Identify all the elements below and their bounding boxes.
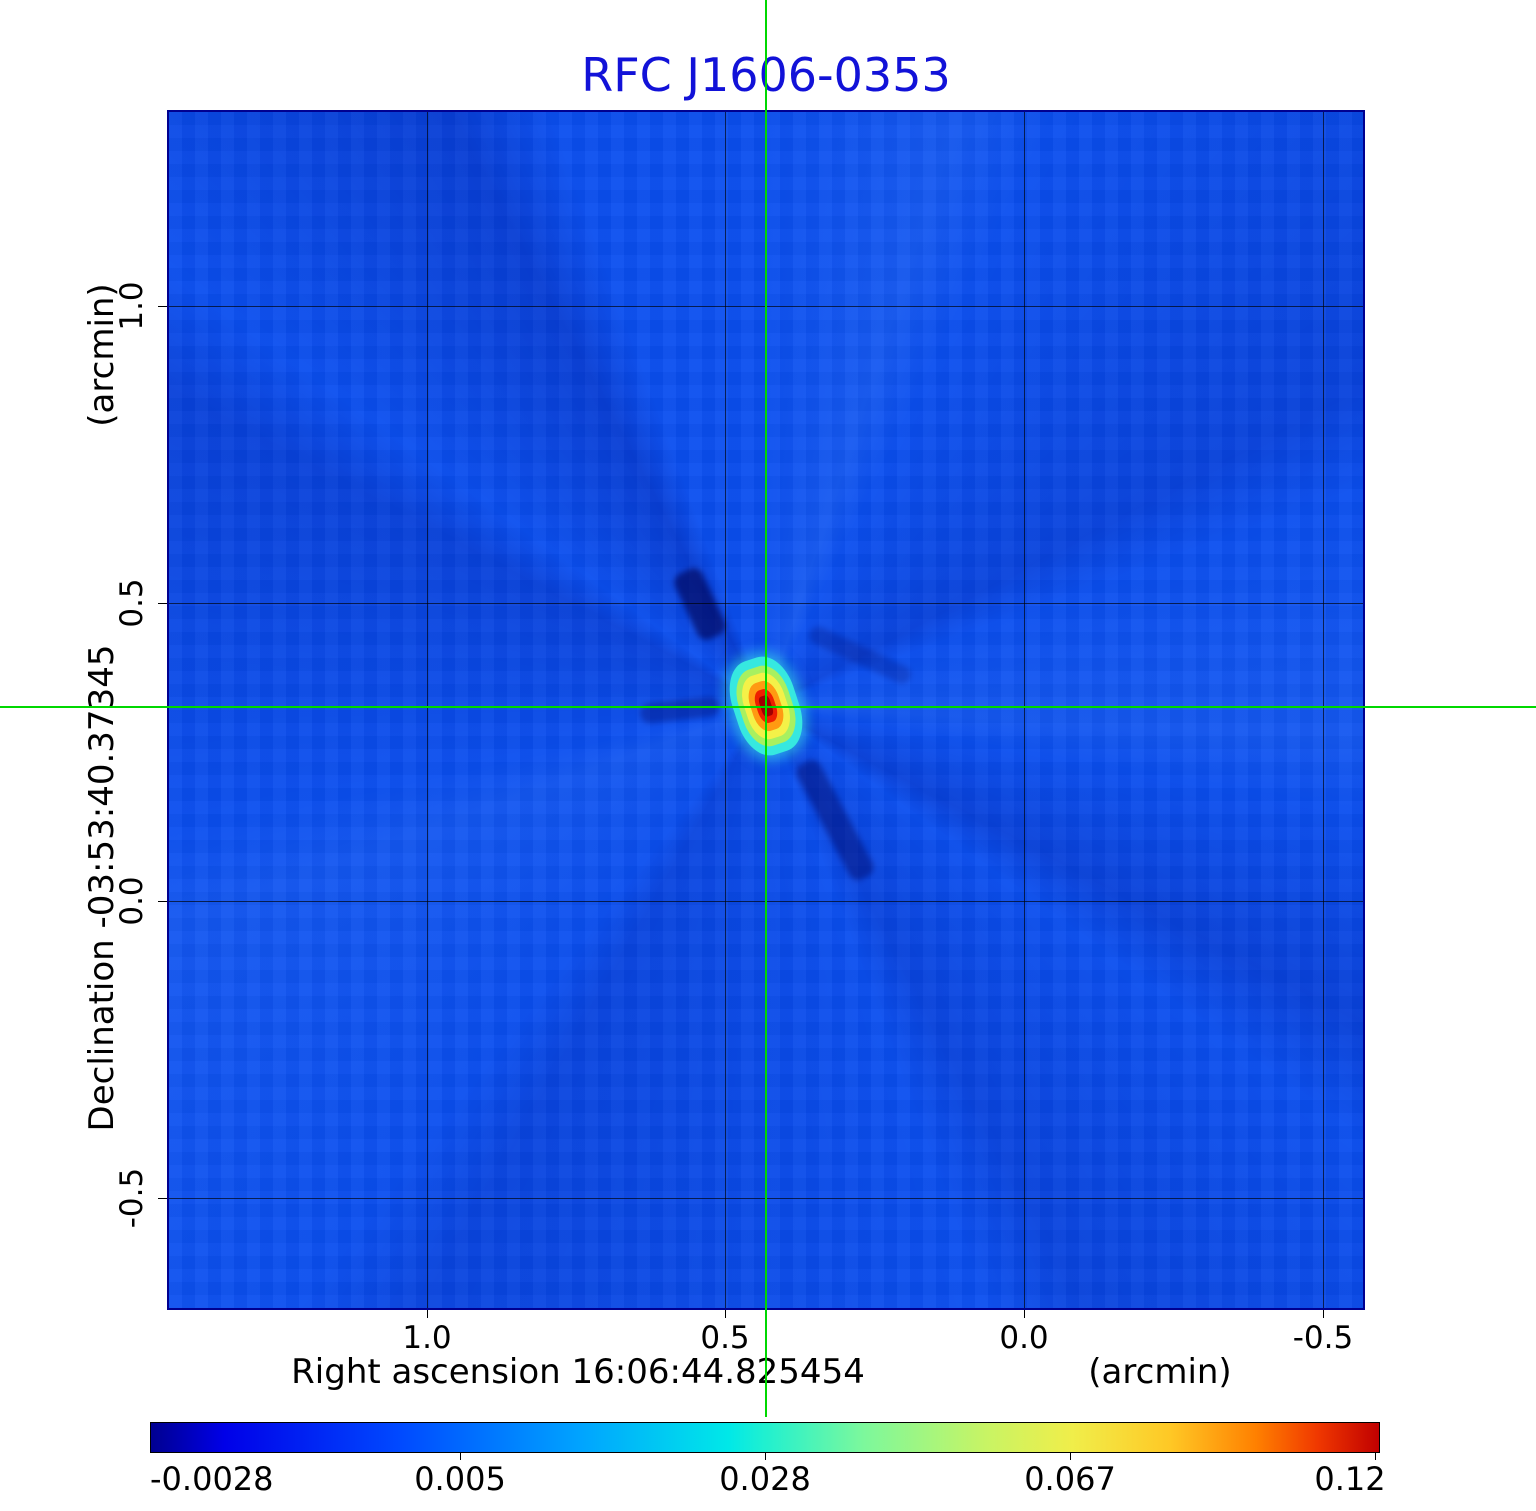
x-tick-label: 1.0 <box>402 1320 452 1356</box>
x-axis-label: Right ascension 16:06:44.825454 <box>291 1352 865 1392</box>
y-axis-unit-label: (arcmin) <box>82 283 122 427</box>
colorbar-tick <box>460 1453 461 1460</box>
x-axis-tick <box>427 1310 428 1318</box>
colorbar-tick-label: 0.028 <box>719 1460 811 1498</box>
crosshair-horizontal-line <box>0 706 1536 708</box>
x-tick-label: 0.0 <box>999 1320 1049 1356</box>
x-axis-tick <box>1024 1310 1025 1318</box>
x-axis-unit-label: (arcmin) <box>1088 1352 1232 1392</box>
gridline-x-1.0 <box>427 112 428 1308</box>
colorbar-tick-label: 0.067 <box>1024 1460 1116 1498</box>
x-tick-label: -0.5 <box>1292 1320 1354 1356</box>
colorbar-tick-label: 0.12 <box>1314 1460 1386 1498</box>
x-axis-tick <box>1323 1310 1324 1318</box>
y-axis-tick <box>158 1198 167 1199</box>
colorbar-tick-label: 0.005 <box>414 1460 506 1498</box>
gridline-x-0.0 <box>1024 112 1025 1308</box>
y-axis-tick <box>158 603 167 604</box>
x-axis-tick <box>725 1310 726 1318</box>
colorbar-tick <box>1070 1453 1071 1460</box>
gridline-x-0.5 <box>725 112 726 1308</box>
colorbar-tick <box>1375 1453 1376 1460</box>
y-axis-tick <box>158 306 167 307</box>
y-axis-label: Declination -03:53:40.37345 <box>82 644 122 1132</box>
colorbar-gradient <box>150 1422 1380 1453</box>
y-axis-tick <box>158 901 167 902</box>
x-tick-label: 0.5 <box>700 1320 750 1356</box>
gridline-x--0.5 <box>1323 112 1324 1308</box>
crosshair-vertical-line <box>765 0 767 1417</box>
colorbar-tick <box>765 1453 766 1460</box>
y-tick-label: 0.5 <box>114 578 150 628</box>
y-tick-label: -0.5 <box>114 1167 150 1229</box>
colorbar-tick-label: -0.0028 <box>150 1460 274 1498</box>
